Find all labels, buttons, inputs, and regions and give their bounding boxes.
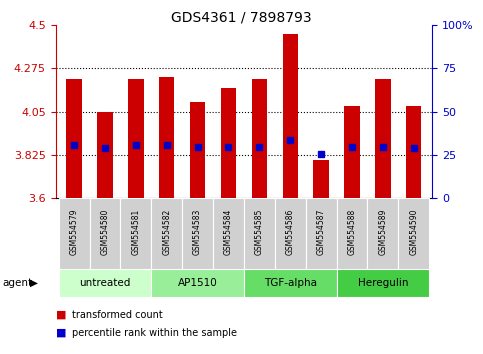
Bar xyxy=(182,198,213,269)
Text: GSM554586: GSM554586 xyxy=(286,209,295,256)
Text: untreated: untreated xyxy=(79,278,130,288)
Text: percentile rank within the sample: percentile rank within the sample xyxy=(72,328,238,338)
Text: TGF-alpha: TGF-alpha xyxy=(264,278,317,288)
Bar xyxy=(151,198,182,269)
Text: ▶: ▶ xyxy=(30,278,38,288)
Text: AP1510: AP1510 xyxy=(178,278,217,288)
Bar xyxy=(375,79,391,198)
Text: GSM554584: GSM554584 xyxy=(224,209,233,256)
Text: GDS4361 / 7898793: GDS4361 / 7898793 xyxy=(171,11,312,25)
Text: GSM554588: GSM554588 xyxy=(347,209,356,255)
Bar xyxy=(151,269,244,297)
Bar xyxy=(313,160,329,198)
Bar xyxy=(120,198,151,269)
Text: ■: ■ xyxy=(56,310,66,320)
Text: GSM554590: GSM554590 xyxy=(409,209,418,256)
Text: GSM554579: GSM554579 xyxy=(70,209,79,256)
Text: ■: ■ xyxy=(56,328,66,338)
Bar xyxy=(213,198,244,269)
Bar xyxy=(66,79,82,198)
Bar xyxy=(337,269,429,297)
Bar xyxy=(252,79,267,198)
Bar xyxy=(89,198,120,269)
Bar xyxy=(159,77,174,198)
Text: GSM554585: GSM554585 xyxy=(255,209,264,256)
Bar xyxy=(244,198,275,269)
Bar xyxy=(406,106,422,198)
Text: transformed count: transformed count xyxy=(72,310,163,320)
Bar xyxy=(368,198,398,269)
Bar xyxy=(244,269,337,297)
Text: GSM554583: GSM554583 xyxy=(193,209,202,256)
Text: GSM554581: GSM554581 xyxy=(131,209,141,255)
Bar xyxy=(283,34,298,198)
Bar xyxy=(58,269,151,297)
Text: agent: agent xyxy=(2,278,32,288)
Bar xyxy=(221,88,236,198)
Text: GSM554589: GSM554589 xyxy=(378,209,387,256)
Text: Heregulin: Heregulin xyxy=(357,278,408,288)
Text: GSM554587: GSM554587 xyxy=(317,209,326,256)
Bar xyxy=(275,198,306,269)
Text: GSM554580: GSM554580 xyxy=(100,209,110,256)
Text: GSM554582: GSM554582 xyxy=(162,209,171,255)
Bar xyxy=(306,198,337,269)
Bar xyxy=(58,198,89,269)
Bar xyxy=(128,79,143,198)
Bar xyxy=(337,198,368,269)
Bar xyxy=(97,112,113,198)
Bar xyxy=(344,106,360,198)
Bar xyxy=(190,102,205,198)
Bar xyxy=(398,198,429,269)
